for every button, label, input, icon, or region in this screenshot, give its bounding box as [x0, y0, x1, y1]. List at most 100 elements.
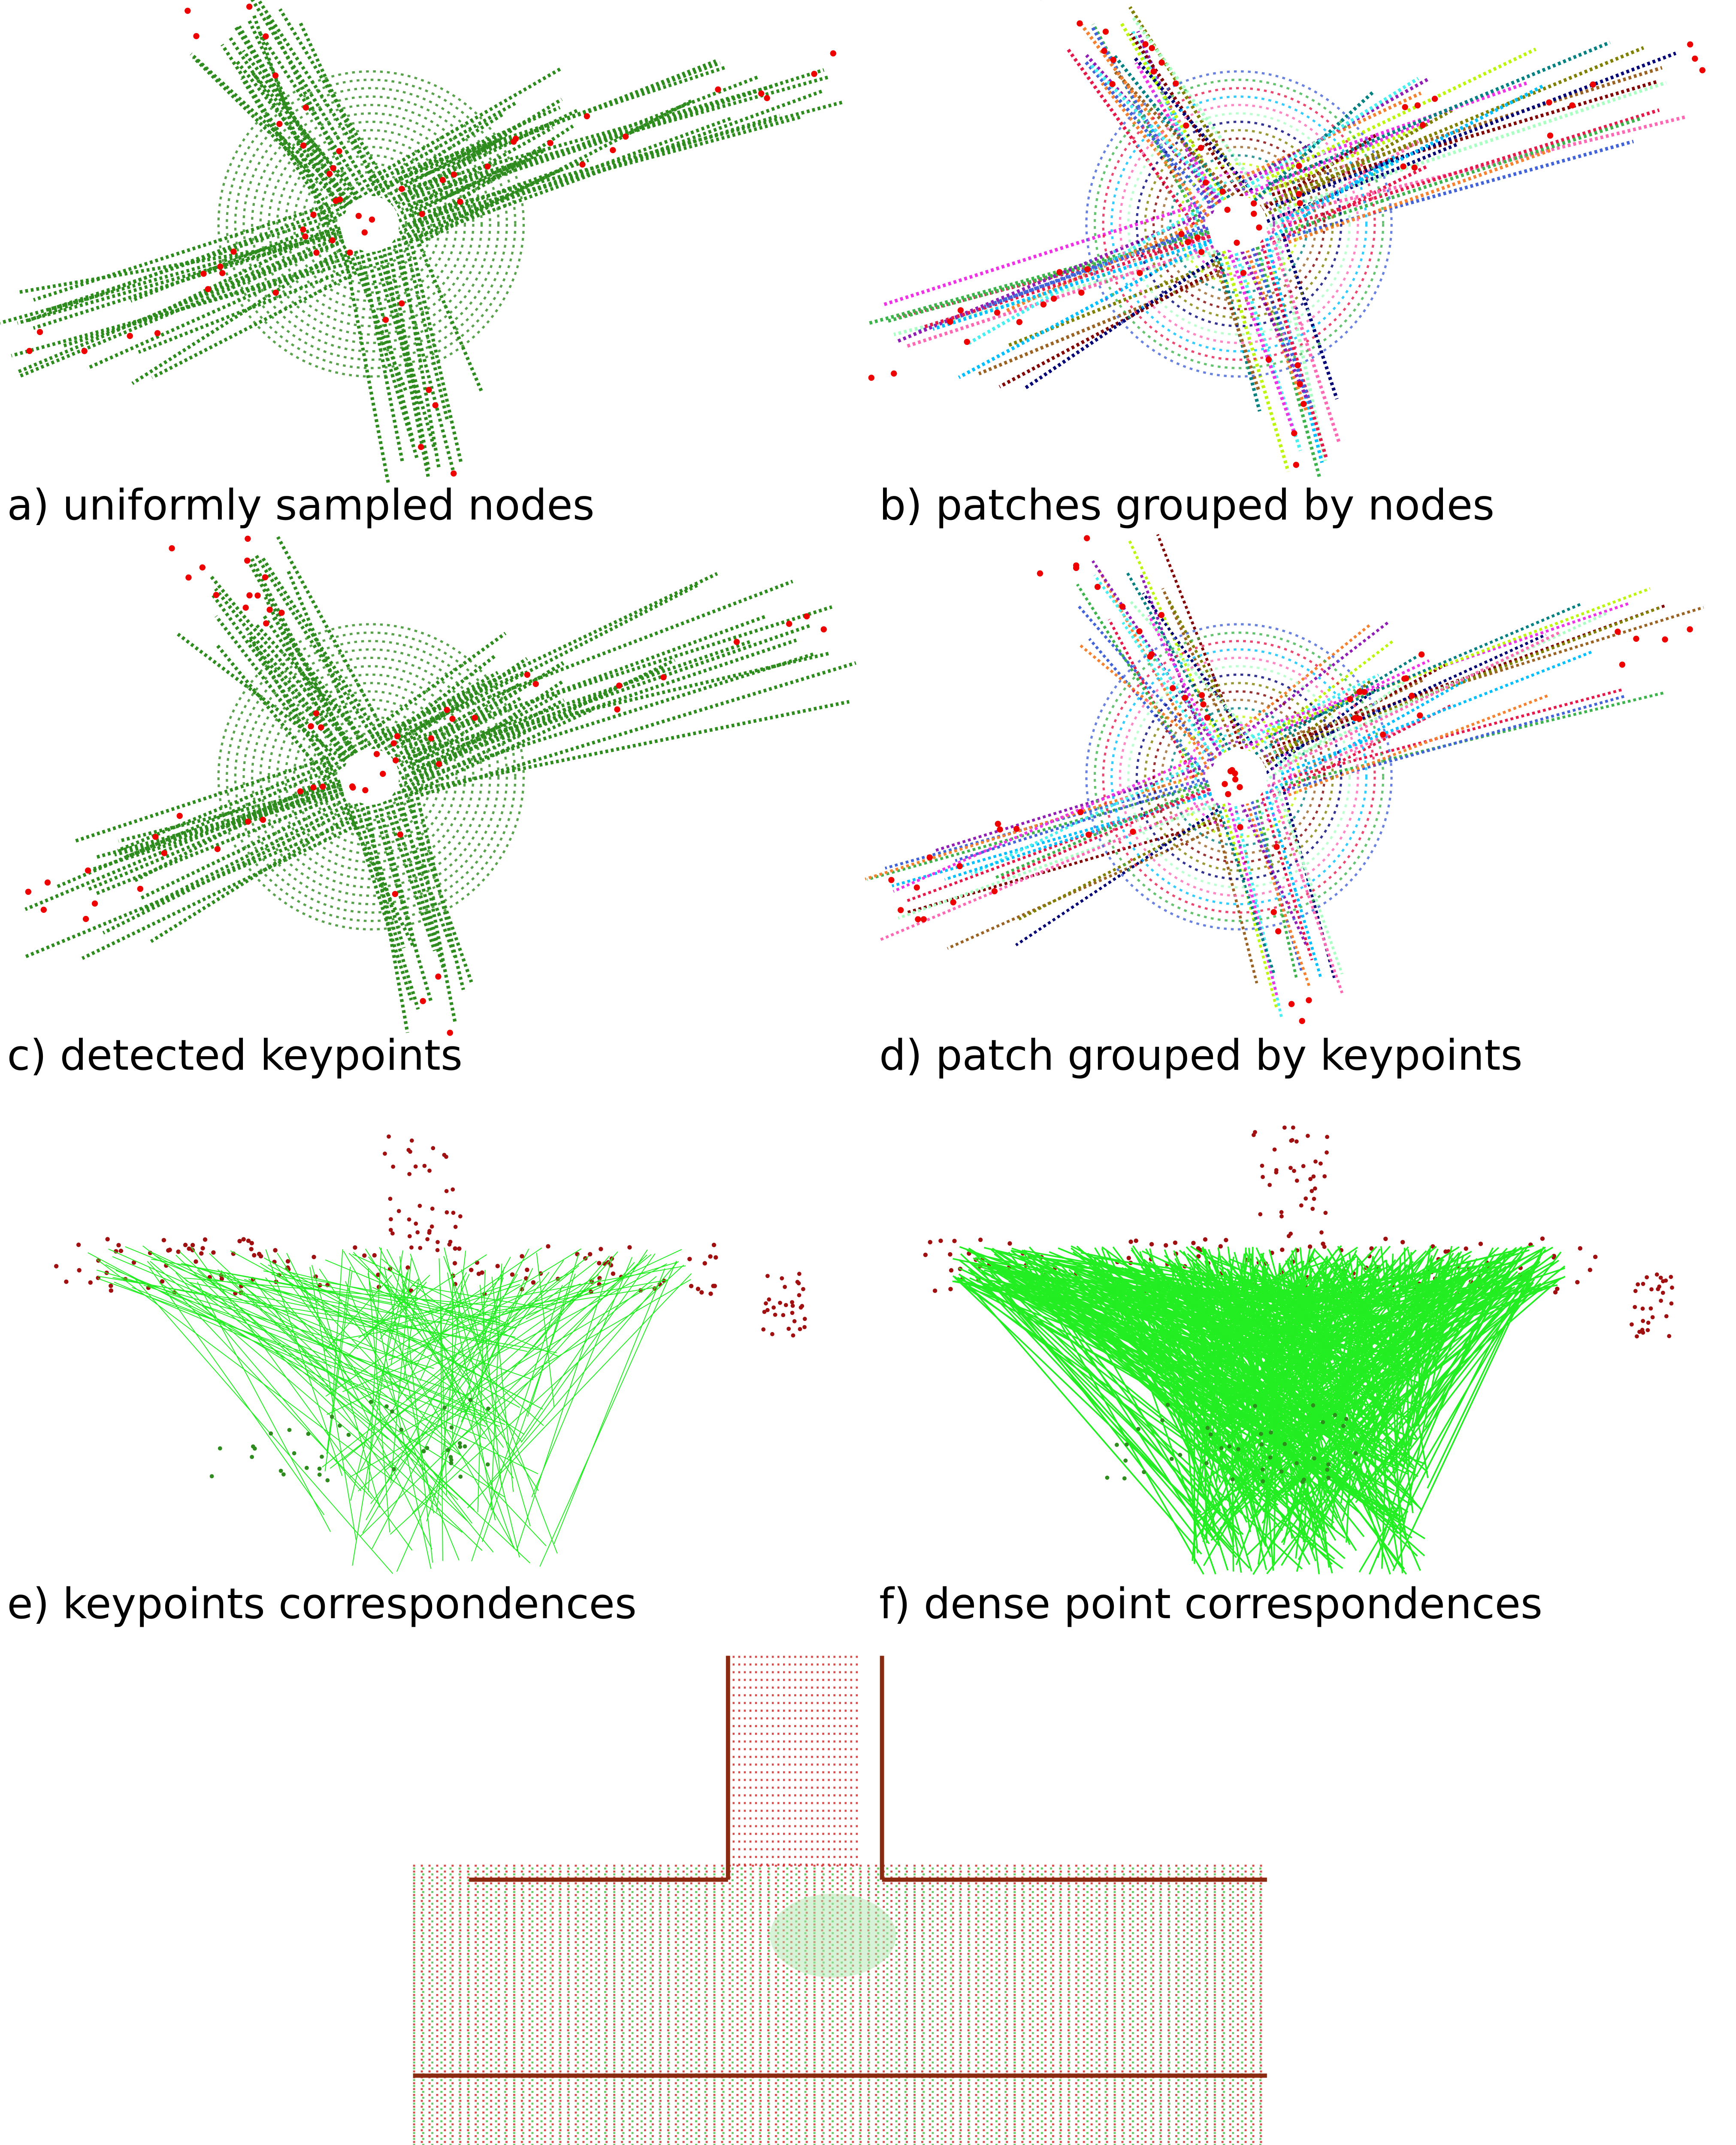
point-row [235, 60, 357, 209]
node [1219, 188, 1226, 195]
correspondence [411, 1262, 635, 1514]
correspondence [132, 1287, 487, 1427]
source-point [431, 1146, 436, 1151]
point-row [251, 12, 328, 226]
point-row [1079, 644, 1222, 763]
node [614, 706, 620, 713]
point-ring [335, 187, 407, 260]
point-row [1088, 637, 1205, 773]
node [1402, 104, 1408, 110]
correspondence [385, 1254, 652, 1471]
correspondence [439, 1258, 448, 1495]
correspondence [379, 1281, 427, 1340]
node [1615, 628, 1621, 635]
point-row [1238, 798, 1309, 948]
target-point [317, 1466, 322, 1471]
target-point [1125, 1442, 1129, 1447]
node [382, 317, 389, 323]
point-row [114, 792, 345, 857]
correspondence [980, 1271, 1220, 1547]
node [524, 671, 531, 678]
source-point [1588, 1267, 1592, 1272]
point-row [413, 233, 484, 393]
target-point [1219, 1446, 1224, 1450]
node [418, 444, 424, 450]
node [313, 710, 320, 716]
center-hole [1211, 749, 1267, 805]
source-point [783, 1303, 788, 1308]
node [1409, 692, 1415, 699]
node [213, 592, 219, 598]
point-row [1156, 534, 1244, 750]
point-row [882, 203, 1197, 307]
node [1077, 809, 1084, 816]
point-row [133, 772, 336, 883]
node [1411, 164, 1418, 171]
point-row [124, 779, 341, 859]
correspondence [115, 1270, 500, 1427]
source-point [1443, 1249, 1448, 1254]
source-point [376, 1272, 381, 1277]
source-point [1294, 1139, 1299, 1144]
point-row [1250, 654, 1419, 758]
source-point [978, 1237, 983, 1242]
node [399, 300, 405, 307]
source-point [1313, 1186, 1317, 1191]
node [1078, 290, 1085, 296]
correspondence [1399, 1275, 1566, 1357]
target-point [1142, 1470, 1146, 1474]
point-row [18, 240, 345, 378]
source-point [1641, 1281, 1645, 1286]
source-point [801, 1287, 805, 1291]
point-row [1066, 48, 1196, 226]
point-ring [217, 70, 525, 378]
source-point [762, 1310, 767, 1314]
correspondence [471, 1285, 563, 1562]
node [254, 592, 261, 599]
source-point [1637, 1329, 1642, 1334]
point-ring [1194, 179, 1284, 269]
node [300, 226, 306, 233]
node [868, 375, 875, 381]
correspondence [1121, 1286, 1376, 1387]
node [1546, 99, 1552, 106]
node [420, 998, 426, 1004]
correspondence [1190, 1277, 1242, 1573]
node [25, 888, 32, 895]
source-point [1191, 1241, 1196, 1245]
point-row [407, 82, 782, 207]
point-row [373, 671, 499, 744]
source-point [353, 1245, 357, 1250]
correspondence [367, 1273, 432, 1569]
node [399, 186, 405, 192]
node [947, 318, 953, 325]
caption: a) uniformly sampled nodes [7, 481, 595, 530]
correspondence [1370, 1269, 1446, 1451]
source-point [495, 1264, 500, 1269]
correspondence [1106, 1250, 1211, 1456]
target-point [485, 1462, 490, 1467]
source-point [802, 1317, 807, 1321]
correspondence [396, 1284, 653, 1436]
point-row [416, 116, 733, 233]
point-row [1090, 24, 1205, 220]
point-row [932, 239, 1212, 331]
node [957, 307, 964, 314]
source-point [109, 1284, 113, 1288]
source-point [1126, 1256, 1131, 1260]
caption: d) patch grouped by keypoints [879, 1031, 1522, 1080]
node [1178, 231, 1185, 237]
node [362, 787, 369, 794]
source-point [1286, 1234, 1291, 1239]
point-row [138, 266, 355, 354]
node [1250, 200, 1257, 207]
point-row [1286, 139, 1634, 239]
point-row [420, 661, 856, 797]
target-point [1136, 1427, 1141, 1431]
source-point [520, 1254, 524, 1259]
node [820, 626, 827, 633]
node [1270, 909, 1277, 915]
source-point [702, 1261, 707, 1266]
source-point [1657, 1284, 1662, 1289]
correspondence [496, 1251, 618, 1389]
